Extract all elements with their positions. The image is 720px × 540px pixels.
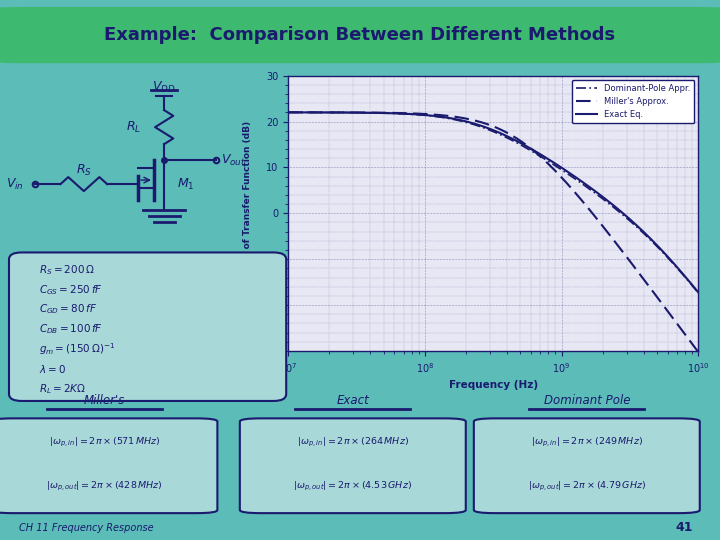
- Text: Example:  Comparison Between Different Methods: Example: Comparison Between Different Me…: [104, 26, 616, 44]
- Text: $C_{DB} = 100\,fF$: $C_{DB} = 100\,fF$: [40, 322, 104, 336]
- FancyBboxPatch shape: [0, 8, 720, 62]
- Text: Exact: Exact: [336, 394, 369, 407]
- Text: $|\omega_{p,in}| = 2\pi\times(264\,MHz)$: $|\omega_{p,in}| = 2\pi\times(264\,MHz)$: [297, 436, 409, 449]
- Text: $M_1$: $M_1$: [177, 177, 194, 192]
- Text: Dominant Pole: Dominant Pole: [544, 394, 630, 407]
- Text: $V_{out}$: $V_{out}$: [221, 153, 246, 167]
- Text: 41: 41: [675, 521, 693, 535]
- Text: $R_L$: $R_L$: [125, 119, 140, 134]
- Text: $V_{in}$: $V_{in}$: [6, 177, 24, 192]
- Text: $V_{DD}$: $V_{DD}$: [153, 80, 176, 95]
- FancyBboxPatch shape: [9, 252, 287, 401]
- Text: $R_S$: $R_S$: [76, 163, 91, 178]
- FancyBboxPatch shape: [0, 418, 217, 513]
- Text: Miller's: Miller's: [84, 394, 125, 407]
- FancyBboxPatch shape: [240, 418, 466, 513]
- Text: $g_m = (150\,\Omega)^{-1}$: $g_m = (150\,\Omega)^{-1}$: [40, 341, 116, 357]
- Text: $|\omega_{p,out}| = 2\pi\times(428\,MHz)$: $|\omega_{p,out}| = 2\pi\times(428\,MHz)…: [46, 480, 163, 494]
- FancyBboxPatch shape: [474, 418, 700, 513]
- Text: $|\omega_{p,in}| = 2\pi\times(571\,MHz)$: $|\omega_{p,in}| = 2\pi\times(571\,MHz)$: [49, 436, 160, 449]
- Y-axis label: Magnitude of Transfer Function (dB): Magnitude of Transfer Function (dB): [243, 121, 252, 306]
- Text: $|\omega_{p,in}| = 2\pi\times(249\,MHz)$: $|\omega_{p,in}| = 2\pi\times(249\,MHz)$: [531, 436, 643, 449]
- Text: CH 11 Frequency Response: CH 11 Frequency Response: [19, 523, 153, 533]
- X-axis label: Frequency (Hz): Frequency (Hz): [449, 380, 538, 390]
- Legend: Dominant-Pole Appr., Miller's Approx., Exact Eq.: Dominant-Pole Appr., Miller's Approx., E…: [572, 80, 694, 124]
- Text: $C_{GD} = 80\,fF$: $C_{GD} = 80\,fF$: [40, 303, 97, 316]
- Text: $\lambda = 0$: $\lambda = 0$: [40, 363, 66, 375]
- Text: $|\omega_{p,out}| = 2\pi\times(4.79\,GHz)$: $|\omega_{p,out}| = 2\pi\times(4.79\,GHz…: [528, 480, 646, 494]
- Text: $|\omega_{p,out}| = 2\pi\times(4.53\,GHz)$: $|\omega_{p,out}| = 2\pi\times(4.53\,GHz…: [293, 480, 413, 494]
- Text: $R_L = 2K\Omega$: $R_L = 2K\Omega$: [40, 382, 86, 396]
- Text: $C_{GS} = 250\,fF$: $C_{GS} = 250\,fF$: [40, 283, 103, 296]
- Text: $R_S = 200\,\Omega$: $R_S = 200\,\Omega$: [40, 263, 95, 277]
